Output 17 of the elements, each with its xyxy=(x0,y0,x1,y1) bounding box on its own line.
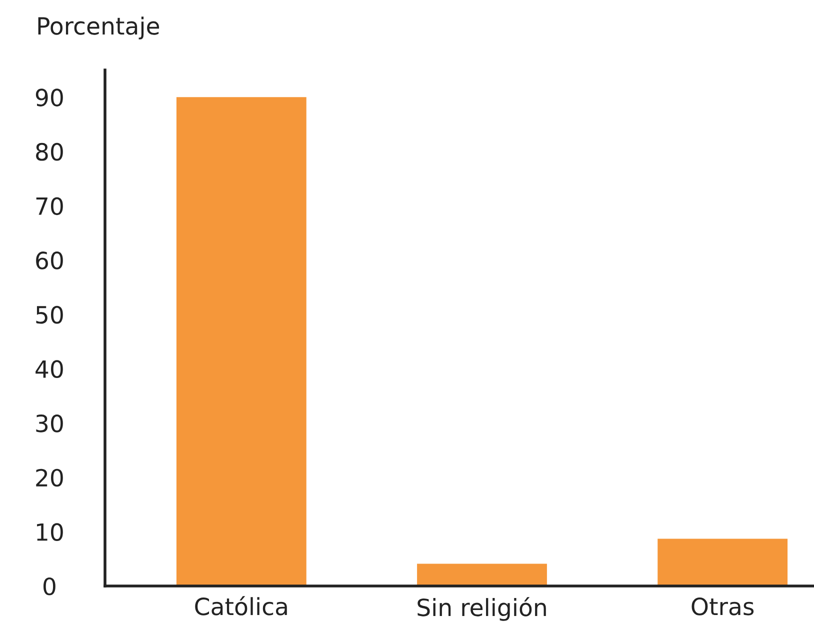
bar xyxy=(176,97,306,586)
y-tick-label: 20 xyxy=(36,468,63,487)
x-tick-label: Sin religión xyxy=(418,597,546,621)
y-tick-label: 80 xyxy=(36,142,63,161)
y-tick-label: 10 xyxy=(37,523,63,541)
y-tick-label: 0 xyxy=(43,577,56,596)
y-tick-label: 90 xyxy=(36,88,63,106)
y-axis-title: Porcentaje xyxy=(38,16,160,40)
bar xyxy=(658,538,788,586)
y-tick-label: 30 xyxy=(36,414,63,432)
y-tick-label: 40 xyxy=(36,360,63,378)
y-tick-label: 70 xyxy=(36,197,63,216)
bar xyxy=(417,564,547,586)
x-tick-label: Católica xyxy=(195,596,287,616)
x-tick-label: Otras xyxy=(692,598,754,616)
y-tick-label: 60 xyxy=(36,252,63,270)
y-tick-label: 50 xyxy=(36,306,63,324)
